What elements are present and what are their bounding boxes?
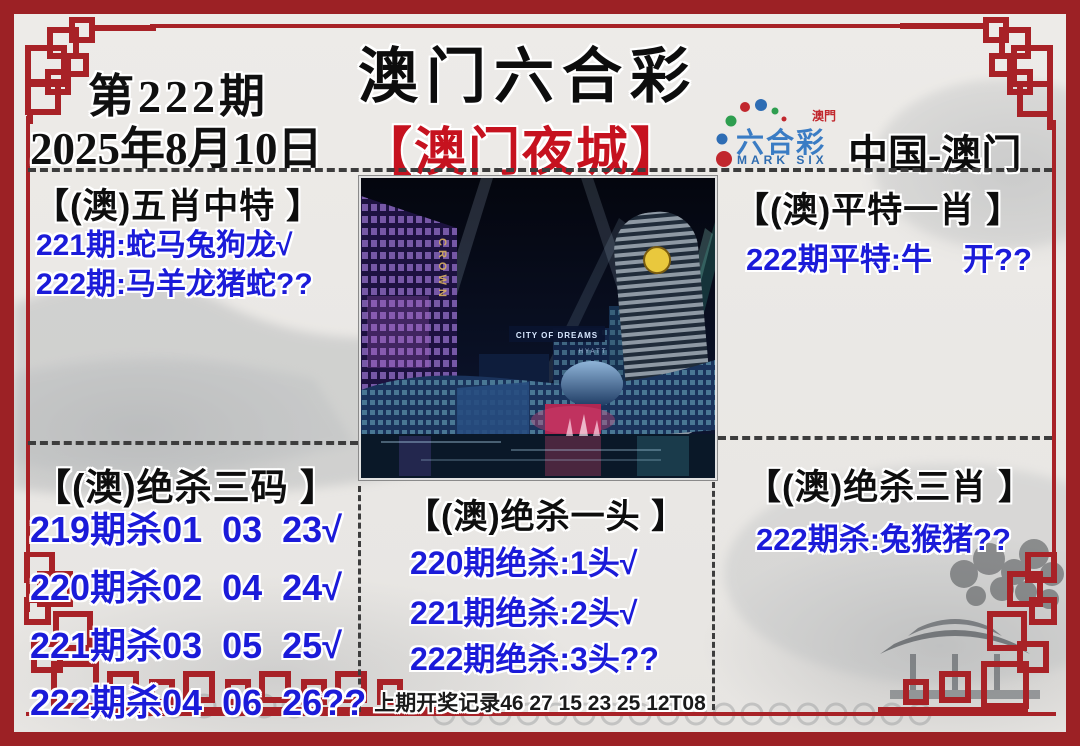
crown-sign-text: CROWN xyxy=(436,238,448,301)
divider-top xyxy=(28,168,1052,172)
last-draw-record: 上期开奖记录46 27 15 23 25 12T08 xyxy=(374,692,706,715)
tip-line: 222期:马羊龙猪蛇?? xyxy=(36,268,313,301)
tip-line: 222期杀:兔猴猪?? xyxy=(756,522,1011,557)
draw-date: 2025年8月10日 xyxy=(30,124,323,174)
section-title: 【(澳)平特一肖 】 xyxy=(734,191,1023,230)
fret-ornament-bottom-right xyxy=(878,552,1057,713)
tip-line: 222期平特:牛 开?? xyxy=(746,242,1032,277)
highlight-title: 【澳门夜城】 xyxy=(360,125,685,182)
section-title: 【(澳)绝杀三码 】 xyxy=(34,467,338,508)
section-title: 【(澳)五肖中特 】 xyxy=(34,187,323,226)
tip-line: 220期绝杀:1头√ xyxy=(410,545,638,581)
logo-region-tag: 澳門 xyxy=(812,109,837,123)
section-title: 【(澳)绝杀一头 】 xyxy=(406,498,687,536)
section-title: 【(澳)绝杀三肖 】 xyxy=(746,468,1035,507)
tip-line: 220期杀02 04 24√ xyxy=(30,567,342,608)
divider-col-left xyxy=(358,486,361,712)
tip-line: 222期杀04 06 26?? xyxy=(30,682,367,723)
tip-line: 219期杀01 03 23√ xyxy=(30,509,342,550)
city-night-photo: CROWN CITY OF DREAMS HYATT xyxy=(359,176,717,480)
fret-ornament-bottom-left xyxy=(24,552,436,713)
frame-line-left xyxy=(26,116,30,612)
page-title: 澳门六合彩 xyxy=(358,44,698,110)
divider-mid-right xyxy=(718,436,1052,440)
hyatt-sign-text: HYATT xyxy=(579,349,608,355)
frame-line-top xyxy=(150,24,907,28)
mark-six-logo-dots-icon xyxy=(716,99,787,167)
frame-line-right xyxy=(1052,120,1056,578)
logo-zh-text: 六合彩 xyxy=(736,127,827,158)
issue-number: 第222期 xyxy=(88,71,269,122)
mark-six-logo: 六合彩 澳門 MARK SIX xyxy=(700,95,852,171)
tip-line: 221期杀03 05 25√ xyxy=(30,625,342,666)
divider-mid-left xyxy=(28,441,358,445)
city-of-dreams-sign-text: CITY OF DREAMS xyxy=(516,331,598,340)
tip-line: 222期绝杀:3头?? xyxy=(410,641,659,677)
frame-line-bottom xyxy=(26,712,1056,716)
fret-ornament-top-left xyxy=(25,17,156,124)
divider-col-right xyxy=(712,482,715,710)
tip-line: 221期:蛇马兔狗龙√ xyxy=(36,229,293,262)
fret-ornament-top-right xyxy=(900,17,1053,130)
logo-en-text: MARK SIX xyxy=(737,153,828,167)
tip-line: 221期绝杀:2头√ xyxy=(410,595,638,631)
